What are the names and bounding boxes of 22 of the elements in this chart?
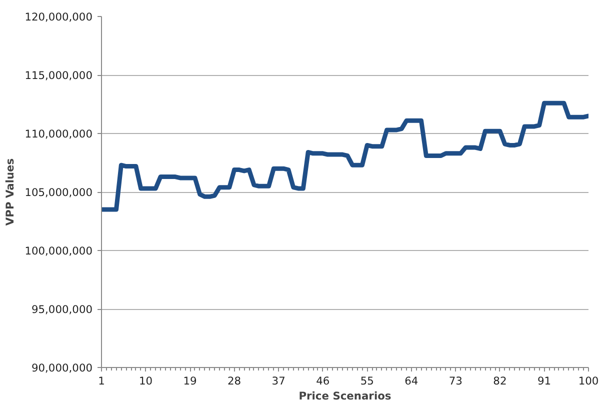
x-tick-label: 46 <box>316 374 330 388</box>
x-tick-label: 91 <box>537 374 552 388</box>
x-axis-title: Price Scenarios <box>298 390 392 402</box>
y-tick-label: 115,000,000 <box>24 69 93 82</box>
y-axis-title: VPP Values <box>4 158 17 226</box>
x-tick-label: 10 <box>138 374 153 388</box>
x-tick-label: 64 <box>404 374 418 388</box>
x-tick-label: 73 <box>448 374 462 388</box>
x-tick-label: 1 <box>98 374 105 388</box>
line-series <box>102 100 588 212</box>
x-tick-label: 28 <box>228 374 242 388</box>
x-tick-label: 37 <box>272 374 286 388</box>
x-tick-label: 100 <box>578 374 599 388</box>
y-tick-label: 90,000,000 <box>31 362 93 374</box>
y-tick-label: 110,000,000 <box>24 128 93 140</box>
y-tick-label: 100,000,000 <box>24 244 93 258</box>
x-tick-label: 82 <box>493 374 507 388</box>
x-tick-label: 55 <box>360 374 374 388</box>
y-tick-label: 105,000,000 <box>24 186 93 199</box>
x-tick-label: 19 <box>183 374 198 388</box>
y-tick-label: 95,000,000 <box>31 303 93 316</box>
y-tick-label: 120,000,000 <box>24 10 93 24</box>
